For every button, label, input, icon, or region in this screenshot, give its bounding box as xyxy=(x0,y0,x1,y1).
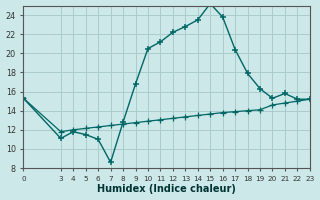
X-axis label: Humidex (Indice chaleur): Humidex (Indice chaleur) xyxy=(97,184,236,194)
